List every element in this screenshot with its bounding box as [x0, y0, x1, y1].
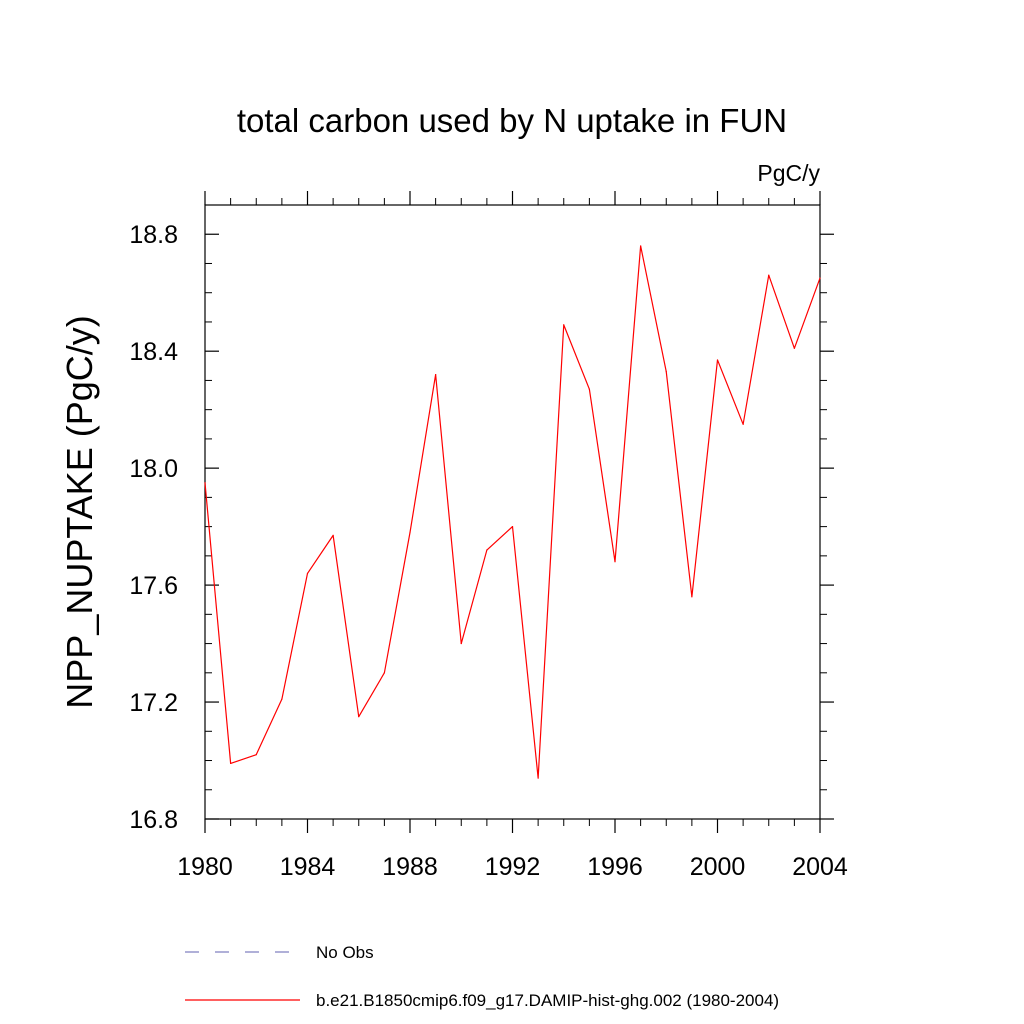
x-tick-label: 1980 — [177, 853, 233, 881]
axis-ticks: 1980 1984 1988 1992 1996 2000 2004 16.8 17.2 17.6… — [129, 191, 848, 881]
data-point — [716, 359, 719, 361]
data-point — [768, 274, 770, 276]
series-layer — [204, 245, 821, 779]
data-point — [793, 347, 795, 349]
chart-title: total carbon used by N uptake in FUN — [237, 102, 787, 139]
y-tick-label: 17.6 — [129, 572, 178, 600]
data-point — [409, 531, 411, 534]
data-point — [819, 277, 821, 279]
y-tick-label: 18.0 — [129, 455, 178, 483]
data-point — [511, 526, 514, 528]
x-tick-label: 1996 — [587, 853, 643, 881]
legend-label-0: No Obs — [316, 943, 374, 962]
data-point — [281, 698, 283, 700]
y-tick-label: 17.2 — [129, 689, 178, 717]
y-tick-label: 18.4 — [129, 338, 178, 366]
data-point — [614, 561, 616, 563]
x-tick-label: 2000 — [690, 853, 746, 881]
data-point — [306, 572, 309, 575]
data-point — [332, 534, 334, 536]
y-axis-label: NPP_NUPTAKE (PgC/y) — [59, 315, 100, 708]
legend-label-1: b.e21.B1850cmip6.f09_g17.DAMIP-hist-ghg.… — [316, 991, 779, 1010]
plot-border — [204, 204, 821, 820]
data-point — [435, 373, 437, 376]
data-point — [588, 388, 590, 390]
data-point — [255, 754, 257, 756]
x-tick-label: 1988 — [382, 853, 438, 881]
data-point — [204, 482, 206, 484]
data-point — [563, 324, 565, 326]
x-tick-label: 2004 — [792, 853, 848, 881]
legend: No Obs b.e21.B1850cmip6.f09_g17.DAMIP-his… — [185, 943, 779, 1010]
data-point — [691, 596, 693, 598]
series-line-1 — [204, 245, 821, 779]
data-point — [460, 642, 462, 645]
data-point — [742, 423, 744, 425]
data-point — [383, 672, 385, 674]
data-point — [230, 762, 232, 765]
data-point — [640, 245, 642, 247]
data-point — [486, 549, 488, 551]
data-point — [537, 777, 539, 779]
y-tick-label: 18.8 — [129, 221, 178, 249]
units-label: PgC/y — [757, 160, 820, 186]
x-tick-label: 1984 — [280, 853, 336, 881]
plot-frame — [204, 204, 821, 820]
data-point — [665, 371, 667, 373]
data-point — [358, 716, 360, 718]
x-tick-label: 1992 — [485, 853, 541, 881]
y-tick-label: 16.8 — [129, 806, 178, 834]
